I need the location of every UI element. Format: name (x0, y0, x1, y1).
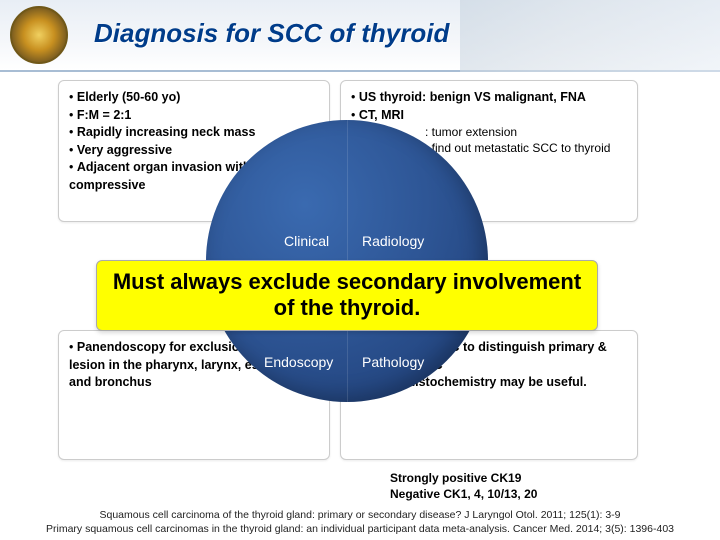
slide-body: • Elderly (50-60 yo) • F:M = 2:1 • Rapid… (0, 72, 720, 540)
clinical-b4: Very aggressive (77, 143, 172, 157)
ck-line1: Strongly positive CK19 (390, 470, 537, 486)
slide-title: Diagnosis for SCC of thyroid (94, 18, 449, 49)
references: Squamous cell carcinoma of the thyroid g… (0, 508, 720, 536)
clinical-b5: Adjacent organ invasion with compressive (69, 160, 251, 192)
highlight-banner: Must always exclude secondary involvemen… (96, 260, 598, 331)
radiology-b2: CT, MRI (359, 108, 404, 122)
ck-markers: Strongly positive CK19 Negative CK1, 4, … (390, 470, 537, 502)
quad-pathology-label: Pathology (362, 354, 424, 370)
quad-radiology-label: Radiology (362, 233, 424, 249)
quad-endoscopy-label: Endoscopy (264, 354, 333, 370)
institution-logo (10, 6, 68, 64)
banner-text: Must always exclude secondary involvemen… (107, 269, 587, 322)
quad-clinical-label: Clinical (284, 233, 329, 249)
radiology-ct1: : tumor extension (425, 125, 517, 139)
ck-line2: Negative CK1, 4, 10/13, 20 (390, 486, 537, 502)
clinical-b1: Elderly (50-60 yo) (77, 90, 181, 104)
ref-1: Squamous cell carcinoma of the thyroid g… (0, 508, 720, 522)
radiology-b1: US thyroid: benign VS malignant, FNA (359, 90, 586, 104)
ref-2: Primary squamous cell carcinomas in the … (0, 522, 720, 536)
clinical-b3: Rapidly increasing neck mass (77, 125, 256, 139)
radiology-ct2: : find out metastatic SCC to thyroid (425, 141, 610, 155)
slide-header: Diagnosis for SCC of thyroid (0, 0, 720, 72)
clinical-b2: F:M = 2:1 (77, 108, 132, 122)
